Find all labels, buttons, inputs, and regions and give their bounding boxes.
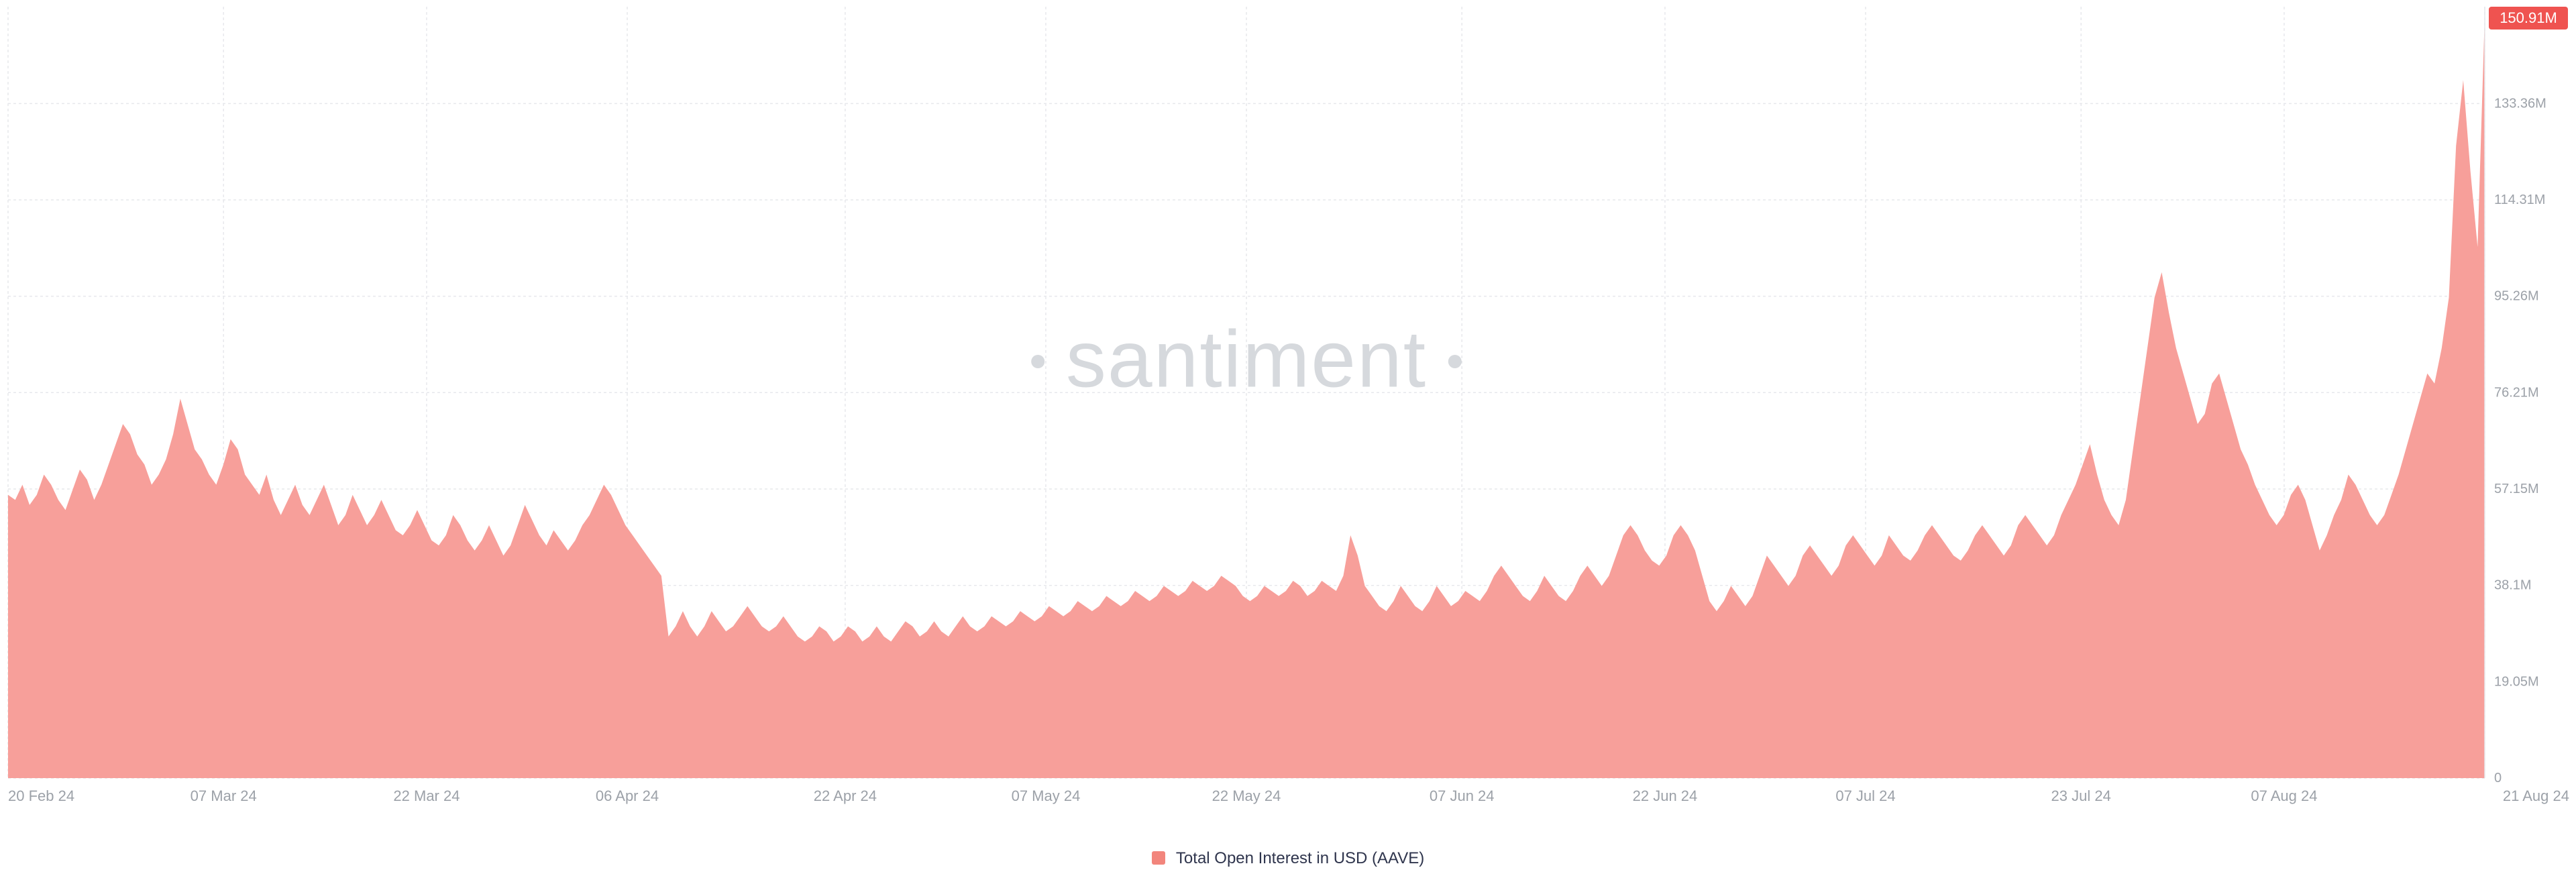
x-axis-tick-label: 07 Jul 24 [1835,787,1895,804]
legend-series-label: Total Open Interest in USD (AAVE) [1176,849,1424,867]
x-axis-tick-label: 22 Mar 24 [393,787,460,804]
x-axis-tick-label: 07 Aug 24 [2251,787,2317,804]
y-axis-tick-label: 57.15M [2494,482,2539,496]
y-axis-tick-label: 19.05M [2494,674,2539,689]
x-axis-tick-label: 06 Apr 24 [596,787,659,804]
chart-legend: Total Open Interest in USD (AAVE) [0,849,2576,868]
legend-swatch [1152,851,1165,865]
y-axis-tick-label: 0 [2494,771,2502,785]
x-axis-tick-label: 07 May 24 [1012,787,1081,804]
last-value-badge: 150.91M [2489,7,2568,30]
x-axis-tick-label: 23 Jul 24 [2051,787,2111,804]
chart-svg: santiment 0 19.05M 38.1M 57.15M 76.21M 95.26M 1… [0,0,2576,872]
y-axis-tick-label: 38.1M [2494,578,2532,593]
x-axis-tick-label: 22 May 24 [1212,787,1281,804]
svg-text:150.91M: 150.91M [2500,9,2557,26]
x-axis-tick-label: 20 Feb 24 [8,787,74,804]
x-axis-tick-label: 22 Apr 24 [814,787,877,804]
y-axis-tick-label: 133.36M [2494,96,2546,111]
open-interest-area-chart: santiment 0 19.05M 38.1M 57.15M 76.21M 95.26M 1… [0,0,2576,872]
y-axis-tick-label: 114.31M [2494,193,2545,207]
x-axis-tick-label: 07 Mar 24 [191,787,257,804]
x-axis-tick-label: 07 Jun 24 [1430,787,1495,804]
y-axis-tick-label: 95.26M [2494,289,2539,304]
watermark-text: santiment [1066,315,1427,404]
x-axis-tick-label: 21 Aug 24 [2503,787,2569,804]
y-axis-tick-label: 76.21M [2494,385,2539,400]
x-axis-tick-label: 22 Jun 24 [1633,787,1698,804]
